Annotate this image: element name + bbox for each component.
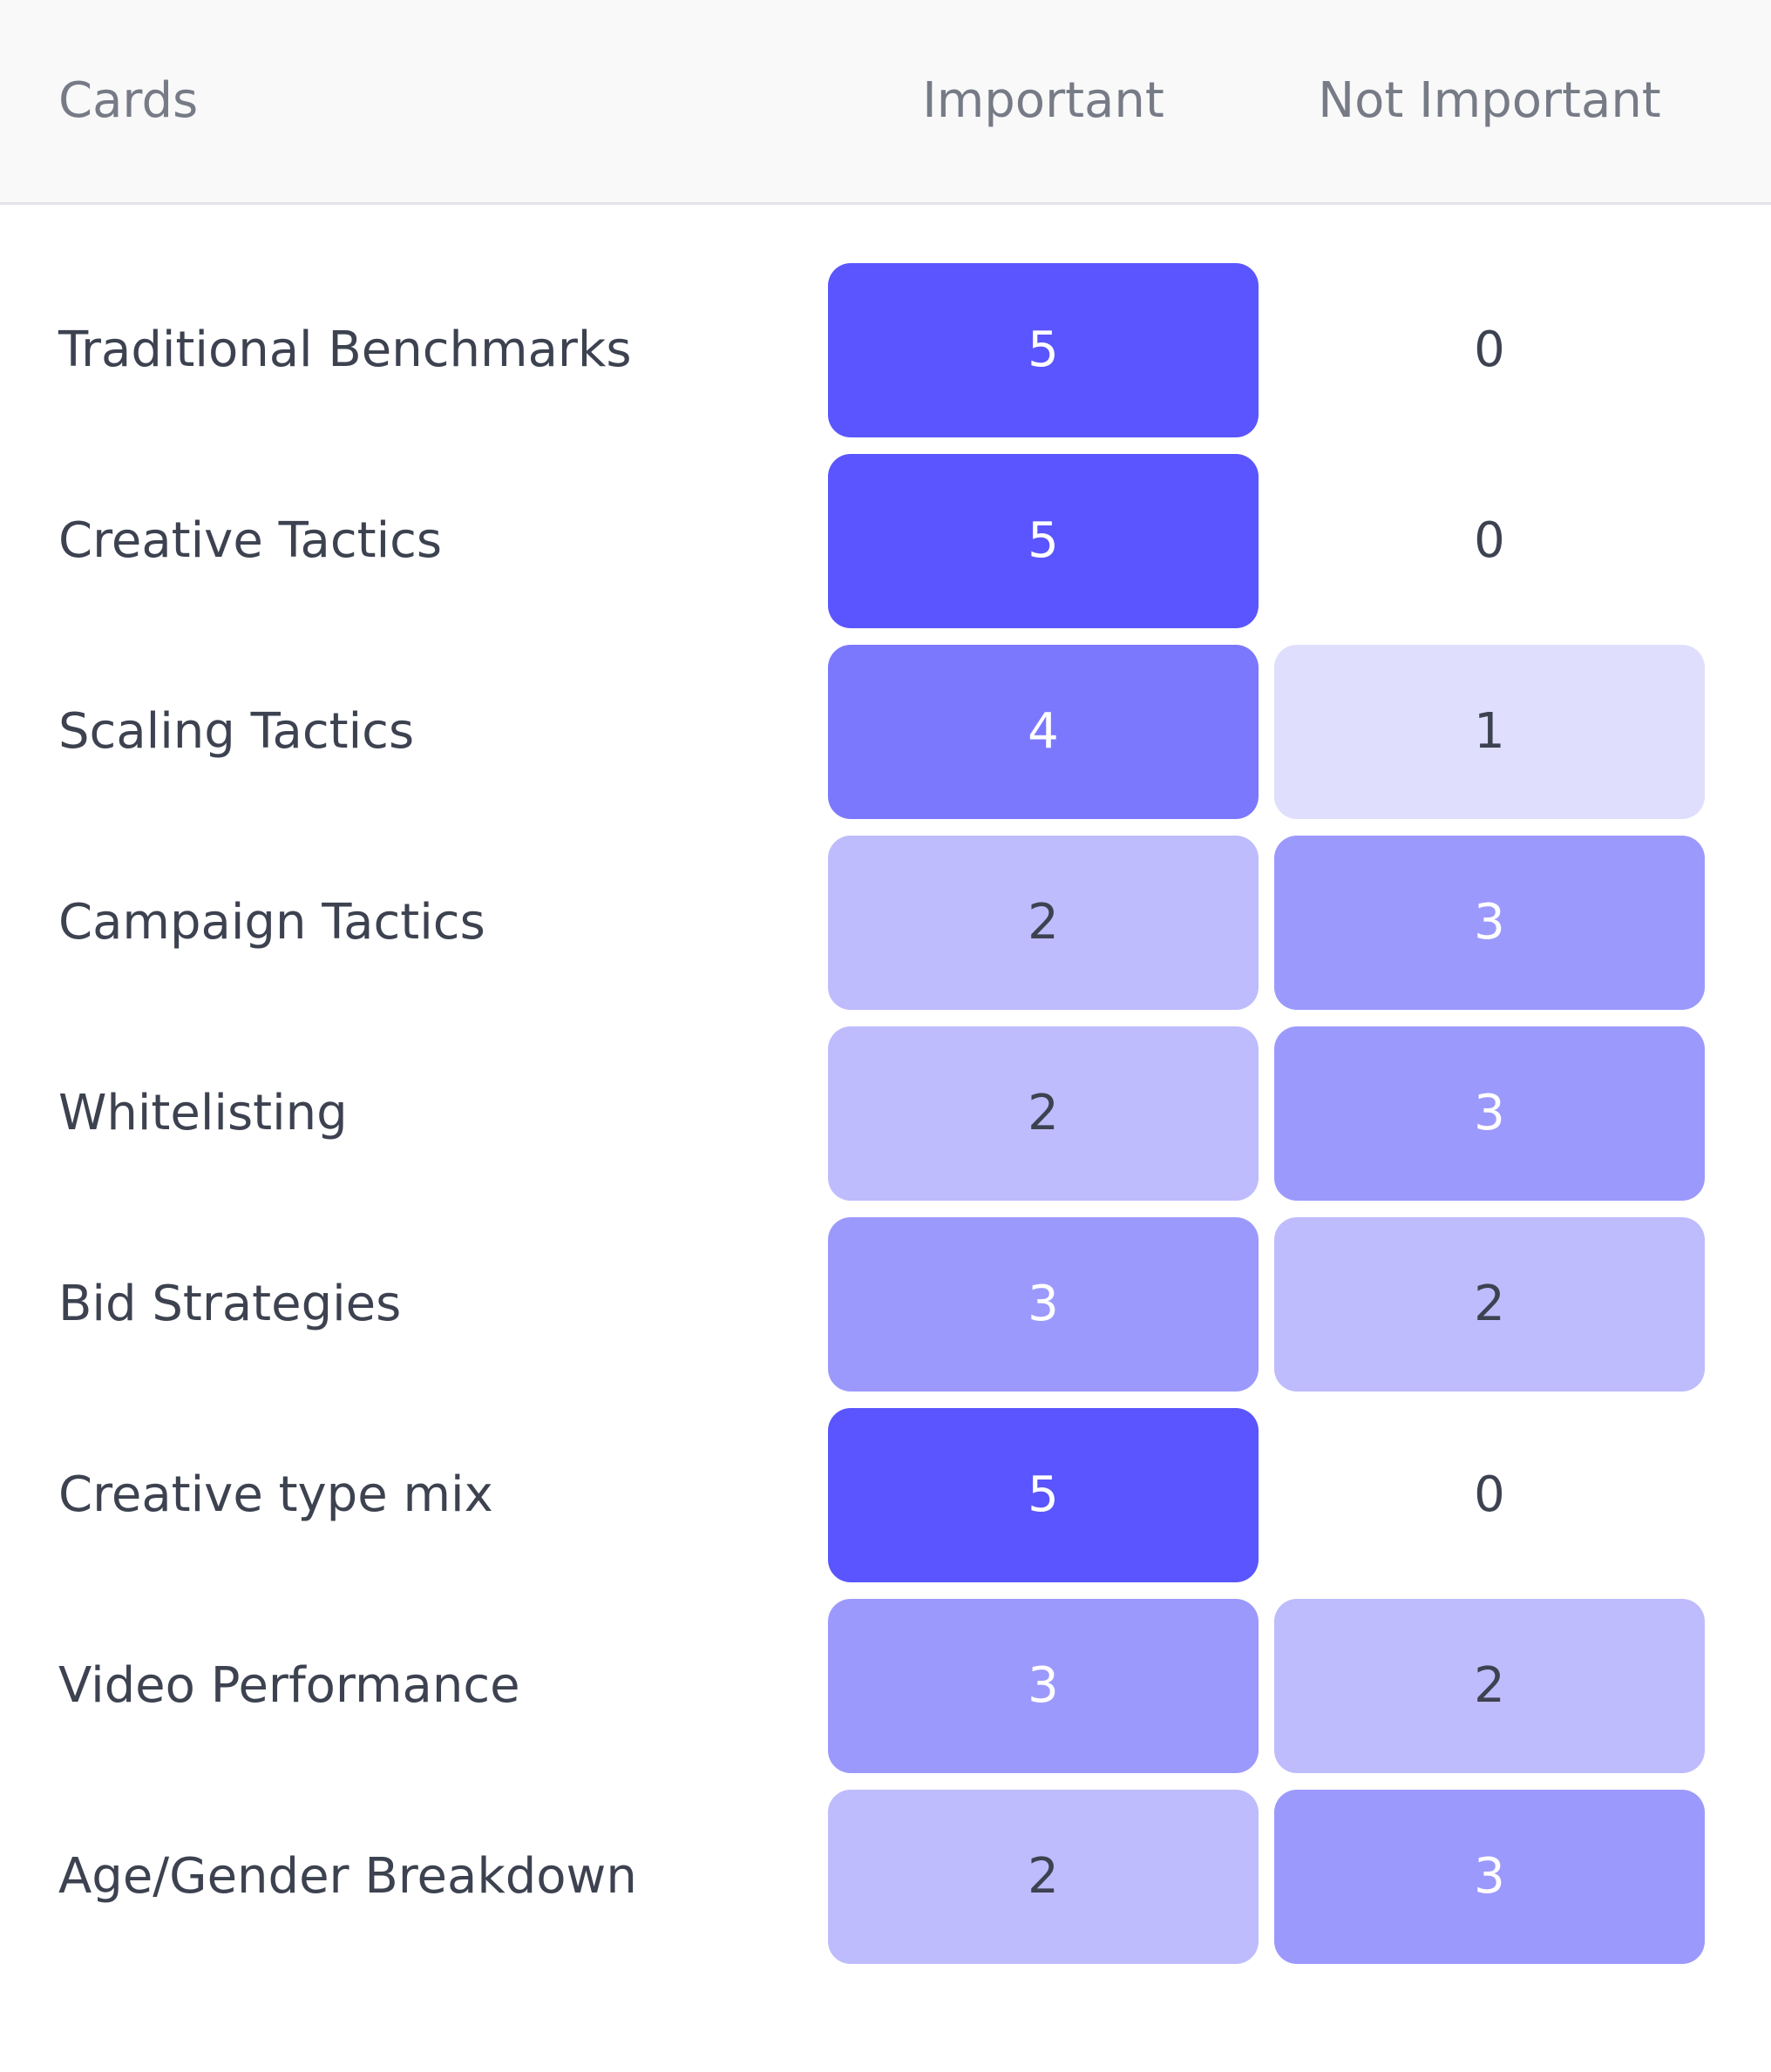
cell-bid-strategies-not-important: 2 xyxy=(1274,1217,1705,1391)
cell-age-gender-breakdown-not-important: 3 xyxy=(1274,1790,1705,1964)
cell-traditional-benchmarks-important: 5 xyxy=(828,263,1259,437)
cell-scaling-tactics-not-important: 1 xyxy=(1274,645,1705,819)
cell-campaign-tactics-not-important: 3 xyxy=(1274,836,1705,1010)
cell-creative-type-mix-important: 5 xyxy=(828,1408,1259,1582)
cell-traditional-benchmarks-not-important: 0 xyxy=(1474,322,1505,378)
cell-creative-tactics-not-important: 0 xyxy=(1474,512,1505,569)
cell-whitelisting-not-important: 3 xyxy=(1274,1026,1705,1201)
column-header-cards: Cards xyxy=(58,72,199,129)
column-header-not-important: Not Important xyxy=(1318,72,1661,129)
row-label-video-performance: Video Performance xyxy=(58,1657,520,1714)
cell-bid-strategies-important: 3 xyxy=(828,1217,1259,1391)
row-label-traditional-benchmarks: Traditional Benchmarks xyxy=(58,322,632,378)
row-label-bid-strategies: Bid Strategies xyxy=(58,1276,402,1332)
row-label-scaling-tactics: Scaling Tactics xyxy=(58,703,415,760)
column-header-important: Important xyxy=(922,72,1164,129)
row-label-whitelisting: Whitelisting xyxy=(58,1085,348,1141)
cell-creative-type-mix-not-important: 0 xyxy=(1474,1466,1505,1523)
row-label-age-gender-breakdown: Age/Gender Breakdown xyxy=(58,1848,637,1905)
row-label-campaign-tactics: Campaign Tactics xyxy=(58,894,485,951)
cell-creative-tactics-important: 5 xyxy=(828,454,1259,628)
cell-age-gender-breakdown-important: 2 xyxy=(828,1790,1259,1964)
row-label-creative-tactics: Creative Tactics xyxy=(58,512,443,569)
row-label-creative-type-mix: Creative type mix xyxy=(58,1466,493,1523)
cell-whitelisting-important: 2 xyxy=(828,1026,1259,1201)
cell-scaling-tactics-important: 4 xyxy=(828,645,1259,819)
cell-campaign-tactics-important: 2 xyxy=(828,836,1259,1010)
cell-video-performance-not-important: 2 xyxy=(1274,1599,1705,1773)
cell-video-performance-important: 3 xyxy=(828,1599,1259,1773)
table-header: Cards Important Not Important xyxy=(0,0,1771,205)
